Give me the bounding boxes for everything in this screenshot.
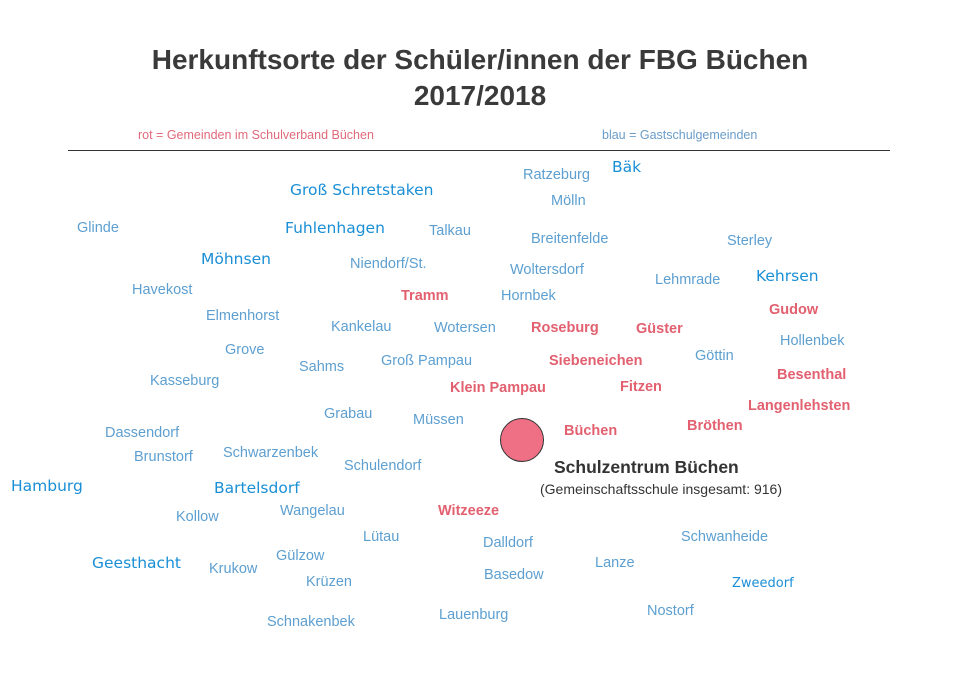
place-sahms: Sahms [299,359,345,375]
place-wotersen: Wotersen [434,320,496,336]
place-hollenbek: Hollenbek [780,333,845,349]
place-buechen: Büchen [564,423,618,439]
place-wangelau: Wangelau [280,503,345,519]
place-niendorf: Niendorf/St. [350,256,427,272]
place-fitzen: Fitzen [620,379,662,395]
place-breitenfelde: Breitenfelde [531,231,609,247]
place-lauenburg: Lauenburg [439,607,509,623]
place-siebeneichen: Siebeneichen [549,353,643,369]
place-schulendorf: Schulendorf [344,458,422,474]
place-elmenhorst: Elmenhorst [206,308,280,324]
place-havekost: Havekost [132,282,193,298]
place-klein-pampau: Klein Pampau [450,380,546,396]
place-besenthal: Besenthal [777,367,847,383]
place-kruezen: Krüzen [306,574,352,590]
place-fuhlenhagen: Fuhlenhagen [285,219,385,237]
place-muessen: Müssen [413,412,464,428]
place-schwarzenbek: Schwarzenbek [223,445,319,461]
divider-line [68,150,890,151]
diagram-title-year: 2017/2018 [413,80,547,111]
place-moehnsen: Möhnsen [201,250,271,268]
place-hamburg: Hamburg [11,477,83,495]
school-marker [500,418,544,462]
place-luetau: Lütau [363,529,400,545]
place-woltersdorf: Woltersdorf [510,262,584,278]
place-zweedorf: Zweedorf [732,576,794,591]
place-basedow: Basedow [484,567,544,583]
legend-red: rot = Gemeinden im Schulverband Büchen [138,128,374,142]
place-moelln: Mölln [551,193,586,209]
place-gross-pampau: Groß Pampau [381,353,473,369]
place-gudow: Gudow [769,302,819,318]
place-lehmrade: Lehmrade [655,272,721,288]
place-bartelsdorf: Bartelsdorf [214,479,300,497]
place-witzeeze: Witzeeze [438,503,500,519]
place-guelzow: Gülzow [276,548,325,564]
legend-blue: blau = Gastschulgemeinden [602,128,758,142]
place-broethen: Bröthen [687,418,743,434]
place-schnakenbek: Schnakenbek [267,614,355,630]
place-sterley: Sterley [727,233,773,249]
place-dalldorf: Dalldorf [483,535,533,551]
diagram-title: Herkunftsorte der Schüler/innen der FBG … [151,44,809,75]
place-brunstorf: Brunstorf [134,449,193,465]
place-krukow: Krukow [209,561,258,577]
place-lanze: Lanze [595,555,635,571]
place-guester: Güster [636,321,683,337]
place-geesthacht: Geesthacht [92,554,181,572]
place-grabau: Grabau [324,406,373,422]
place-schwanheide: Schwanheide [681,529,769,545]
place-kehrsen: Kehrsen [756,267,819,285]
place-kasseburg: Kasseburg [150,373,220,389]
place-tramm: Tramm [401,288,449,304]
place-nostorf: Nostorf [647,603,694,619]
place-glinde: Glinde [77,220,119,236]
school-subtitle: (Gemeinschaftsschule insgesamt: 916) [540,481,782,497]
school-name: Schulzentrum Büchen [554,457,739,477]
place-kollow: Kollow [176,509,219,525]
place-dassendorf: Dassendorf [105,425,180,441]
place-talkau: Talkau [429,223,471,239]
place-grove: Grove [225,342,265,358]
place-ratzeburg: Ratzeburg [523,167,590,183]
place-gross-schretstaken: Groß Schretstaken [290,181,434,199]
place-roseburg: Roseburg [531,320,599,336]
place-langenlehsten: Langenlehsten [748,398,851,414]
place-goettin: Göttin [695,348,734,364]
place-kankelau: Kankelau [331,319,392,335]
place-baek: Bäk [612,158,642,176]
place-hornbek: Hornbek [501,288,556,304]
